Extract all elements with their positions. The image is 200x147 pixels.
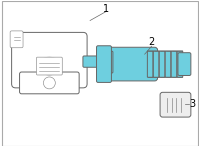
FancyBboxPatch shape bbox=[10, 31, 23, 48]
Bar bbox=[2, 1, 198, 146]
FancyBboxPatch shape bbox=[160, 92, 191, 117]
FancyBboxPatch shape bbox=[97, 46, 111, 82]
FancyBboxPatch shape bbox=[97, 47, 158, 81]
Ellipse shape bbox=[37, 57, 61, 75]
Circle shape bbox=[43, 77, 55, 89]
Text: 1: 1 bbox=[103, 4, 109, 14]
FancyBboxPatch shape bbox=[147, 51, 153, 77]
FancyBboxPatch shape bbox=[36, 57, 62, 75]
FancyBboxPatch shape bbox=[101, 51, 113, 73]
FancyBboxPatch shape bbox=[171, 51, 177, 77]
Text: 2: 2 bbox=[149, 37, 155, 47]
FancyBboxPatch shape bbox=[20, 72, 79, 94]
FancyBboxPatch shape bbox=[83, 56, 107, 67]
FancyBboxPatch shape bbox=[159, 51, 165, 77]
FancyBboxPatch shape bbox=[177, 51, 183, 77]
FancyBboxPatch shape bbox=[153, 51, 159, 77]
FancyBboxPatch shape bbox=[165, 51, 171, 77]
FancyBboxPatch shape bbox=[178, 53, 191, 75]
FancyBboxPatch shape bbox=[12, 32, 87, 88]
Text: 3: 3 bbox=[189, 99, 195, 109]
